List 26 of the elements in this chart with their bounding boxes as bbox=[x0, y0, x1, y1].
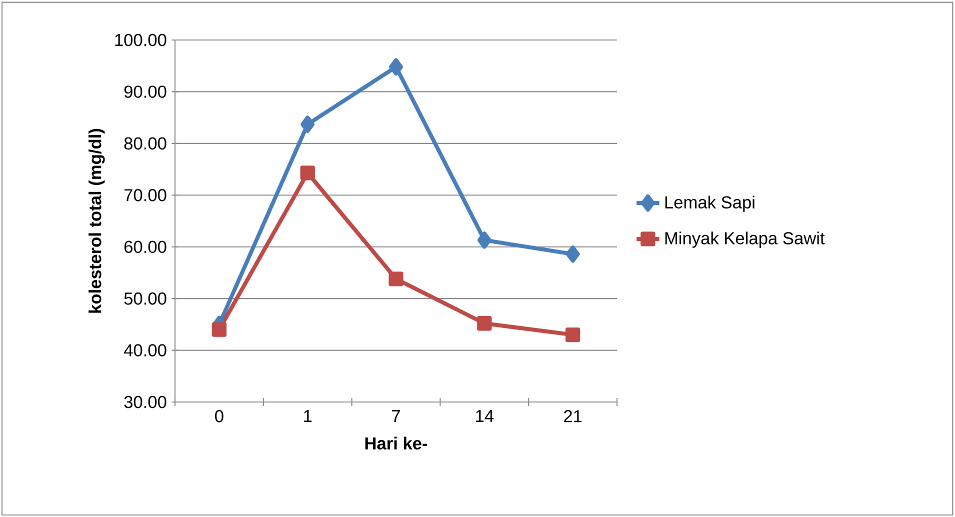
point bbox=[477, 231, 492, 249]
legend-label: Lemak Sapi bbox=[665, 196, 754, 212]
point bbox=[300, 166, 315, 180]
point bbox=[566, 245, 580, 263]
x-axis-title: Hari ke- bbox=[365, 436, 428, 450]
y-tick-label: 30.00 bbox=[124, 396, 166, 408]
x-tick-label: 7 bbox=[392, 410, 400, 422]
y-tick-label: 100.00 bbox=[115, 34, 166, 46]
point bbox=[477, 316, 492, 331]
point bbox=[389, 58, 404, 76]
point bbox=[388, 272, 404, 286]
y-tick-label: 60.00 bbox=[124, 240, 166, 253]
y-tick-label: 80.00 bbox=[124, 137, 166, 150]
point bbox=[300, 116, 315, 133]
point bbox=[565, 327, 580, 342]
x-tick-label: 0 bbox=[215, 410, 224, 422]
y-axis-title: kolesterol total (mg/dl) bbox=[88, 128, 105, 313]
y-tick-label: 90.00 bbox=[124, 86, 166, 98]
y-tick-label: 50.00 bbox=[124, 292, 166, 305]
x-tick-label: 1 bbox=[304, 410, 312, 422]
point bbox=[212, 322, 227, 337]
x-tick-label: 14 bbox=[476, 410, 494, 422]
y-tick-label: 40.00 bbox=[124, 344, 166, 356]
y-tick-label: 70.00 bbox=[124, 189, 166, 202]
x-tick-label: 21 bbox=[564, 410, 582, 422]
legend-label: Minyak Kelapa Sawit bbox=[665, 232, 825, 248]
